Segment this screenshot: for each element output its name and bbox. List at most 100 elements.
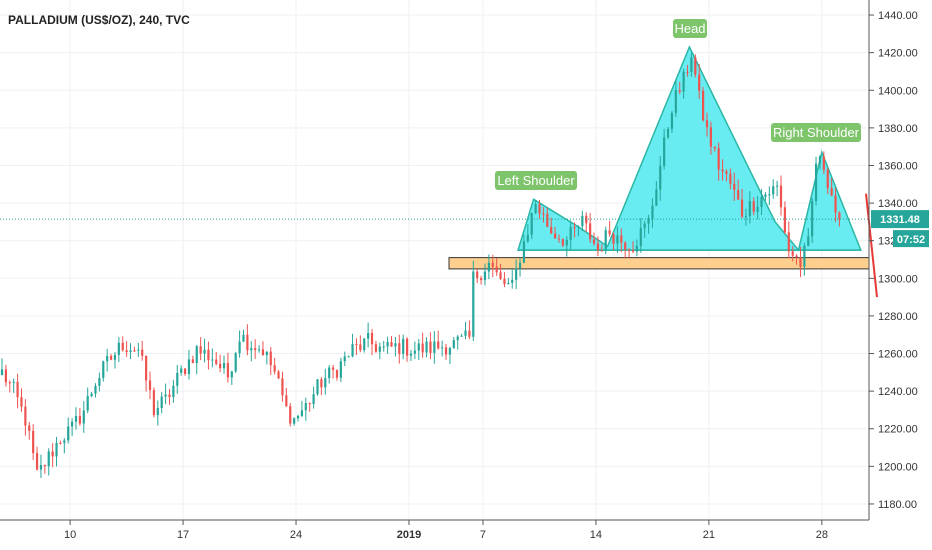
support-zone bbox=[448, 257, 870, 270]
candle-body bbox=[659, 166, 662, 190]
candle-body bbox=[339, 361, 342, 378]
candle-body bbox=[421, 343, 424, 353]
candle-body bbox=[444, 347, 448, 355]
candle-body bbox=[752, 201, 755, 212]
candle-body bbox=[557, 238, 561, 240]
chart-title: PALLADIUM (US$/OZ), 240, TVC bbox=[8, 13, 190, 27]
candle-body bbox=[277, 371, 280, 379]
candle-body bbox=[312, 394, 315, 404]
candle-body bbox=[651, 205, 654, 219]
candle-body bbox=[526, 234, 529, 242]
candle-body bbox=[717, 148, 720, 170]
candle-body bbox=[156, 408, 159, 416]
candle-body bbox=[807, 236, 810, 246]
candle-body bbox=[503, 278, 506, 285]
candle-body bbox=[592, 239, 596, 244]
candle-body bbox=[300, 410, 304, 416]
candle-body bbox=[534, 204, 537, 213]
candle-body bbox=[355, 344, 358, 346]
candle-body bbox=[316, 379, 319, 395]
candle-body bbox=[94, 385, 97, 394]
candle-body bbox=[308, 403, 311, 405]
candle-body bbox=[639, 228, 642, 246]
candle-body bbox=[674, 89, 677, 113]
candle-body bbox=[756, 206, 759, 212]
candle-body bbox=[141, 349, 144, 356]
candle-body bbox=[464, 330, 467, 336]
candle-body bbox=[238, 341, 241, 354]
head-and-shoulders-pattern bbox=[517, 45, 862, 252]
candle-body bbox=[8, 382, 11, 384]
pattern-label-text: Right Shoulder bbox=[773, 125, 860, 140]
candle-body bbox=[581, 215, 584, 227]
candle-body bbox=[51, 451, 54, 457]
candle-body bbox=[596, 243, 600, 251]
y-axis-ticks: 1180.00 1200.00 1220.00 1240.00 1260.00 1280.… bbox=[869, 10, 918, 511]
candle-body bbox=[553, 233, 557, 239]
candle-body bbox=[359, 344, 362, 351]
candle-body bbox=[705, 120, 709, 128]
candle-body bbox=[320, 379, 323, 388]
y-tick-label: 1340.00 bbox=[878, 198, 918, 210]
candle-body bbox=[694, 57, 697, 75]
candle-body bbox=[643, 223, 646, 229]
candle-body bbox=[331, 367, 335, 370]
candle-body bbox=[721, 169, 724, 172]
candle-body bbox=[452, 340, 455, 349]
candle-body bbox=[219, 363, 222, 369]
candle-body bbox=[242, 334, 245, 342]
candle-body bbox=[429, 341, 432, 353]
candle-body bbox=[409, 353, 413, 356]
candle-body bbox=[702, 90, 705, 121]
candle-body bbox=[740, 199, 744, 217]
candle-body bbox=[760, 196, 763, 207]
current-price-badge bbox=[871, 210, 929, 229]
candle-body bbox=[795, 255, 798, 258]
candle-body bbox=[713, 146, 716, 149]
candle-body bbox=[530, 212, 533, 235]
candle-body bbox=[168, 394, 171, 398]
candle-body bbox=[690, 57, 693, 72]
candle-body bbox=[98, 377, 101, 386]
pattern-shape bbox=[517, 45, 862, 252]
candle-body bbox=[624, 242, 627, 250]
candle-body bbox=[215, 359, 218, 364]
candle-body bbox=[472, 271, 475, 337]
candle-body bbox=[635, 245, 638, 252]
candle-body bbox=[191, 359, 194, 364]
pattern-label-bg bbox=[495, 171, 577, 190]
candle-body bbox=[293, 418, 296, 424]
candle-body bbox=[273, 365, 276, 372]
candle-body bbox=[343, 356, 346, 362]
grid-lines bbox=[0, 0, 869, 520]
candle-body bbox=[826, 169, 829, 189]
candle-body bbox=[569, 227, 572, 240]
pattern-labels: Left Shoulder Head Right Shoulder bbox=[495, 19, 861, 190]
y-tick-label: 1440.00 bbox=[878, 10, 918, 22]
candle-body bbox=[441, 347, 444, 349]
candle-body bbox=[678, 89, 681, 92]
candle-body bbox=[386, 342, 389, 347]
x-tick-label: 24 bbox=[290, 529, 302, 541]
candle-body bbox=[125, 350, 128, 352]
candle-body bbox=[776, 185, 779, 187]
y-tick-label: 1220.00 bbox=[878, 424, 918, 436]
candle-body bbox=[589, 223, 592, 240]
candle-body bbox=[133, 350, 136, 352]
candle-body bbox=[176, 372, 179, 386]
candle-body bbox=[772, 186, 775, 195]
candles bbox=[0, 52, 841, 478]
candle-body bbox=[495, 266, 498, 273]
candle-body bbox=[102, 361, 105, 378]
candle-body bbox=[55, 442, 58, 457]
candle-body bbox=[448, 348, 452, 355]
candle-body bbox=[538, 204, 541, 214]
candle-body bbox=[129, 350, 132, 352]
candle-body bbox=[265, 351, 268, 356]
candle-body bbox=[413, 350, 416, 354]
candle-body bbox=[234, 353, 237, 372]
y-tick-label: 1280.00 bbox=[878, 311, 918, 323]
candle-body bbox=[28, 425, 31, 431]
candle-body bbox=[647, 218, 650, 224]
